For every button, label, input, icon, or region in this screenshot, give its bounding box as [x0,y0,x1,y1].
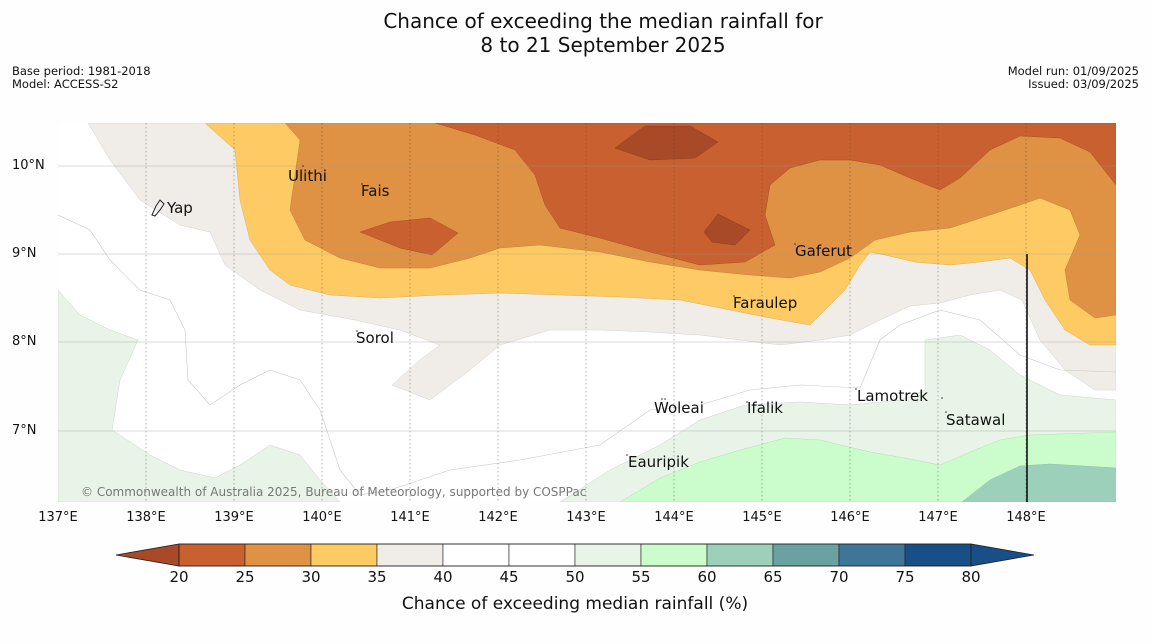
lon-label-146e: 146°E [830,510,870,525]
colorbar-segment [772,543,840,567]
colorbar-tick-label: 20 [169,568,189,586]
graticule [145,123,1027,502]
place-label-fais: Fais [361,182,390,200]
place-label-ulithi: Ulithi [288,167,327,185]
colorbar-segment [178,543,246,567]
latitude-lines [58,165,1116,432]
contour-line-1 [58,214,1116,496]
colorbar-high-arrow [970,543,1035,567]
colorbar-low-arrow [115,543,180,567]
yap-island-shape [151,199,165,217]
place-label-satawal: Satawal [946,411,1006,429]
place-label-lamotrek: Lamotrek [857,387,928,405]
colorbar-tick-label: 25 [235,568,255,586]
lon-label-139e: 139°E [214,510,254,525]
meta-left: Base period: 1981-2018 Model: ACCESS-S2 [12,65,151,91]
colorbar-segment [904,543,972,567]
contour-20-25 [614,125,719,161]
colorbar-segment [706,543,774,567]
lon-label-137e: 137°E [38,510,78,525]
colorbar-tick-label: 80 [961,568,981,586]
colorbar-tick-label: 65 [763,568,783,586]
lon-label-145e: 145°E [742,510,782,525]
colorbar-tick-label: 50 [565,568,585,586]
map-title: Chance of exceeding the median rainfall … [0,9,1150,57]
colorbar-label: Chance of exceeding median rainfall (%) [401,594,749,614]
place-label-eauripik: Eauripik [628,453,689,471]
lat-label-10n: 10°N [12,158,45,173]
lon-label-141e: 141°E [390,510,430,525]
colorbar-tick-label: 60 [697,568,717,586]
colorbar-tick-label: 75 [895,568,915,586]
contour-65-70 [961,463,1116,502]
colorbar-segment [640,543,708,567]
copyright-text: © Commonwealth of Australia 2025, Bureau… [81,485,587,499]
colorbar-segment [838,543,906,567]
model-text: Model: ACCESS-S2 [12,77,119,91]
lon-label-147e: 147°E [918,510,958,525]
colorbar-segment [574,543,642,567]
place-label-yap: Yap [167,199,193,217]
issued-text: Issued: 03/09/2025 [1028,77,1139,91]
colorbar-tick-label: 55 [631,568,651,586]
contour-20-25-small [703,213,751,246]
colorbar-tick-label: 45 [499,568,519,586]
colorbar [115,543,1035,567]
contour-25-30 [434,123,1116,266]
place-label-woleai: Woleai [654,399,704,417]
colorbar-segments [178,543,972,567]
lat-label-7n: 7°N [12,423,37,438]
title-line-2: 8 to 21 September 2025 [480,33,726,57]
lon-label-138e: 138°E [126,510,166,525]
title-line-1: Chance of exceeding the median rainfall … [383,9,823,33]
place-label-sorol: Sorol [356,329,394,347]
colorbar-tick-label: 40 [433,568,453,586]
map-shading [58,123,1116,502]
colorbar-segment [244,543,312,567]
model-run-text: Model run: 01/09/2025 [1007,64,1139,78]
lat-label-8n: 8°N [12,334,37,349]
lon-label-148e: 148°E [1006,510,1046,525]
place-label-ifalik: Ifalik [747,399,783,417]
base-period-text: Base period: 1981-2018 [12,64,151,78]
colorbar-segment [508,543,576,567]
colorbar-frame [178,543,972,567]
contour-25-30-west [359,217,459,256]
colorbar-tick-label: 30 [301,568,321,586]
colorbar-segment [310,543,378,567]
meta-right: Model run: 01/09/2025 Issued: 03/09/2025 [1008,65,1139,91]
colorbar-tick-label: 70 [829,568,849,586]
colorbar-tick-label: 35 [367,568,387,586]
island-dots [302,165,947,456]
lon-label-144e: 144°E [654,510,694,525]
colorbar-segment [376,543,444,567]
lon-label-140e: 140°E [302,510,342,525]
lon-label-143e: 143°E [566,510,606,525]
colorbar-segment [442,543,510,567]
contour-55-60 [58,289,341,502]
lon-label-142e: 142°E [478,510,518,525]
place-label-gaferut: Gaferut [795,242,852,260]
lat-label-9n: 9°N [12,246,37,261]
place-label-faraulep: Faraulep [733,294,798,312]
